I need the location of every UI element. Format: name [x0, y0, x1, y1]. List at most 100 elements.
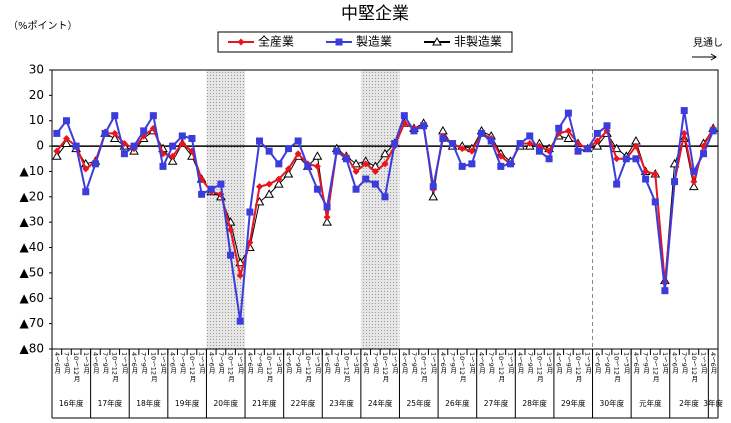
data-point	[294, 137, 302, 145]
data-point	[429, 183, 437, 191]
data-point	[690, 178, 698, 186]
x-tick-label: 1～3月	[391, 352, 399, 374]
data-point	[593, 137, 601, 145]
data-point	[563, 133, 574, 142]
data-point	[294, 150, 302, 158]
data-point	[632, 155, 640, 163]
x-tick-label: 10～12月	[381, 352, 389, 383]
x-tick-label: 1～3月	[429, 352, 437, 374]
x-tick-label: 7～9月	[680, 352, 688, 374]
y-tick-label: ▲60	[20, 291, 45, 305]
data-point	[82, 188, 90, 196]
x-tick-label: 4～6月	[632, 352, 640, 374]
x-tick-label: 10～12月	[227, 352, 235, 383]
data-point	[478, 129, 486, 137]
legend-marker	[237, 38, 245, 46]
chart-title: 中堅企業	[341, 4, 409, 24]
x-tick-label: 7～9月	[642, 352, 650, 374]
x-tick-label: 1～3月	[275, 352, 283, 374]
x-tick-label: 7～9月	[178, 352, 186, 374]
group-label: 29年度	[561, 398, 586, 408]
data-point	[62, 134, 70, 142]
x-tick-label: 7～9月	[62, 352, 70, 374]
data-point	[111, 129, 119, 137]
x-tick-label: 10～12月	[72, 352, 80, 383]
data-point	[227, 226, 235, 234]
x-tick-label: 10～12月	[613, 352, 621, 383]
data-point	[264, 189, 275, 198]
x-tick-label: 1～3月	[352, 352, 360, 374]
data-point	[439, 134, 447, 142]
x-tick-label: 7～9月	[256, 352, 264, 374]
data-point	[428, 191, 439, 201]
data-point	[400, 112, 408, 120]
group-label: 16年度	[59, 398, 84, 408]
legend-marker	[432, 36, 442, 46]
x-tick-label: 4～6月	[53, 352, 61, 374]
data-point	[381, 193, 389, 201]
shaded-period	[360, 70, 400, 349]
plot-frame	[51, 69, 719, 350]
data-point	[111, 112, 119, 120]
data-point	[468, 160, 476, 168]
legend-label: 全産業	[258, 34, 294, 49]
group-label: 元年度	[639, 398, 662, 408]
data-point	[371, 180, 379, 188]
data-point	[487, 137, 495, 145]
x-tick-label: 4～6月	[709, 352, 717, 374]
group-label: 28年度	[522, 398, 547, 408]
y-tick-label: ▲40	[20, 240, 45, 254]
data-point	[689, 181, 699, 191]
y-tick-label: 20	[29, 88, 44, 102]
x-tick-label: 7～9月	[410, 352, 418, 374]
x-tick-label: 10～12月	[651, 352, 659, 383]
x-tick-label: 1～3月	[506, 352, 514, 374]
x-tick-label: 7～9月	[564, 352, 572, 374]
data-point	[362, 175, 370, 183]
group-label: 25年度	[407, 398, 432, 408]
data-point	[207, 185, 215, 193]
data-point	[140, 127, 148, 135]
y-tick-label: ▲30	[20, 215, 45, 229]
data-point	[323, 213, 331, 221]
data-point	[149, 112, 157, 120]
y-tick-label: ▲70	[20, 316, 45, 330]
data-point	[169, 152, 177, 160]
x-tick-label: 4～6月	[207, 352, 215, 374]
x-tick-label: 1～3月	[313, 352, 321, 374]
data-point	[313, 185, 321, 193]
legend-marker	[335, 38, 343, 46]
x-tick-label: 4～6月	[555, 352, 563, 374]
data-point	[410, 127, 418, 135]
data-point	[564, 127, 572, 135]
data-point	[709, 127, 717, 135]
group-label: 24年度	[368, 398, 393, 408]
data-point	[458, 145, 466, 153]
x-tick-label: 10～12月	[342, 352, 350, 383]
data-point	[603, 122, 611, 130]
data-point	[564, 109, 572, 117]
x-tick-label: 1～3月	[584, 352, 592, 374]
data-point	[304, 162, 312, 170]
data-point	[198, 190, 206, 198]
x-tick-label: 4～6月	[169, 352, 177, 374]
x-tick-label: 4～6月	[516, 352, 524, 374]
data-point	[342, 155, 350, 163]
data-point	[101, 129, 109, 137]
group-label: 21年度	[252, 398, 277, 408]
data-point	[526, 140, 534, 148]
group-label: 26年度	[445, 398, 470, 408]
x-tick-label: 1～3月	[120, 352, 128, 374]
y-tick-label: ▲80	[20, 342, 45, 356]
x-tick-label: 4～6月	[246, 352, 254, 374]
data-point	[526, 132, 534, 140]
data-point	[497, 162, 505, 170]
x-tick-label: 1～3月	[198, 352, 206, 374]
data-point	[159, 162, 167, 170]
group-label: 23年度	[329, 398, 354, 408]
data-point	[506, 160, 514, 168]
data-point	[661, 287, 669, 295]
data-point	[322, 217, 332, 226]
data-point	[275, 175, 283, 183]
